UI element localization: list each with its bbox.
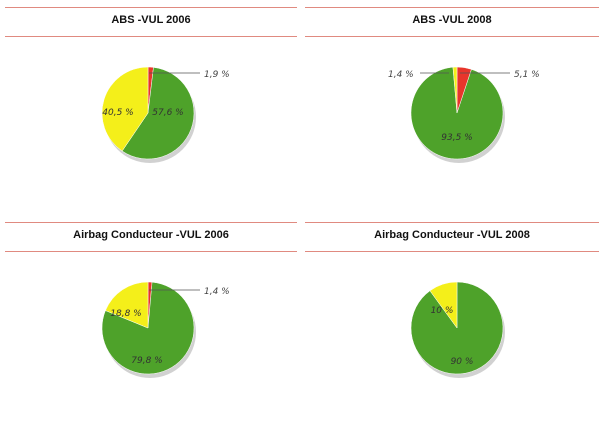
pie-slice-green xyxy=(410,66,504,160)
slice-label: 18,8 % xyxy=(110,309,141,319)
slice-label: 93,5 % xyxy=(441,133,472,143)
slice-label: 1,4 % xyxy=(388,70,414,80)
pie-chart: 90 % 10 % xyxy=(410,281,505,378)
chart-title: Airbag Conducteur -VUL 2008 xyxy=(374,229,530,241)
chart-title: ABS -VUL 2008 xyxy=(412,14,492,26)
chart-title: ABS -VUL 2006 xyxy=(111,14,191,26)
title-rule-top xyxy=(305,222,599,223)
pie-panel-abs-2008: ABS -VUL 2008 93,5 % 1,4 % 5,1 % xyxy=(302,0,602,215)
pie-chart: 93,5 % 1,4 % 5,1 % xyxy=(388,66,540,163)
slice-label: 79,8 % xyxy=(131,356,162,366)
pie-chart: 79,8 % 18,8 % 1,4 % xyxy=(101,281,230,378)
slice-label: 10 % xyxy=(431,306,454,316)
title-rule-bottom xyxy=(5,36,297,37)
title-rule-bottom xyxy=(5,251,297,252)
pie-slice-yellow xyxy=(429,281,458,329)
pie-panel-airbag-2006: Airbag Conducteur -VUL 2006 79,8 % 18,8 %… xyxy=(0,215,300,428)
pie-slice-yellow xyxy=(101,66,149,152)
pie-panel-abs-2006: ABS -VUL 2006 57,6 % 40,5 % 1,9 % xyxy=(0,0,300,215)
slice-label: 40,5 % xyxy=(102,108,133,118)
slice-label: 5,1 % xyxy=(514,70,540,80)
title-rule-top xyxy=(305,7,599,8)
title-rule-top xyxy=(5,222,297,223)
slice-label: 57,6 % xyxy=(152,108,183,118)
title-rule-bottom xyxy=(305,36,599,37)
pie-slice-yellow xyxy=(105,281,149,329)
chart-title: Airbag Conducteur -VUL 2006 xyxy=(73,229,229,241)
slice-label: 1,9 % xyxy=(204,70,230,80)
pie-slice-green xyxy=(121,67,195,160)
slice-label: 90 % xyxy=(451,357,474,367)
pie-panel-airbag-2008: Airbag Conducteur -VUL 2008 90 % 10 % xyxy=(302,215,602,428)
slice-label: 1,4 % xyxy=(204,287,230,297)
pie-slice-yellow xyxy=(452,66,458,114)
pie-chart: 57,6 % 40,5 % 1,9 % xyxy=(101,66,230,163)
title-rule-top xyxy=(5,7,297,8)
title-rule-bottom xyxy=(305,251,599,252)
